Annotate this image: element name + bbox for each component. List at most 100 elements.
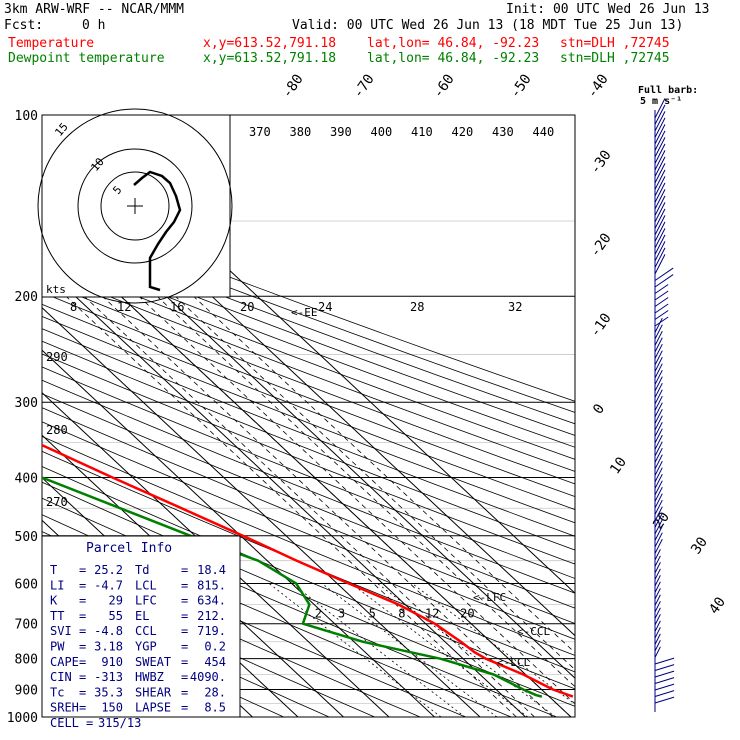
wind-barb (654, 506, 663, 522)
wind-barb (654, 150, 666, 171)
forecast-label: Fcst: (4, 18, 44, 33)
mixing-ratio-line (411, 583, 575, 705)
mixing-ratio-label: 20 (460, 607, 474, 621)
wind-barb (654, 670, 675, 678)
wind-barb (654, 428, 663, 444)
wind-barb (654, 137, 666, 158)
mixing-ratio-label: 3 (338, 607, 345, 621)
isotherm-label: 10 (607, 454, 630, 477)
wind-barb (654, 169, 666, 190)
parcel-eq: = (86, 716, 93, 730)
wind-barb (654, 182, 666, 203)
isotherm-label: -50 (507, 71, 535, 101)
wind-barb (654, 519, 663, 535)
theta-label: 380 (290, 125, 312, 139)
parcel-eq: = (181, 640, 188, 654)
parcel-key: CAPE (50, 655, 79, 669)
wind-barb (654, 454, 663, 470)
wind-barb (654, 614, 661, 626)
moist-adiabat-line (76, 237, 575, 705)
wind-barb (654, 532, 663, 548)
wind-barb (654, 683, 675, 691)
wind-barb (654, 104, 666, 125)
mixing-ratio-line (321, 583, 498, 717)
parcel-value: -313 (94, 670, 123, 684)
wind-barb (654, 234, 666, 255)
wind-barb (654, 421, 663, 437)
isotherm-label: -30 (587, 147, 615, 177)
isotherm-label: -20 (587, 230, 615, 260)
hodograph-axis-label: 32 (508, 300, 522, 314)
parcel-value: 18.4 (197, 563, 226, 577)
moist-adiabat-line (42, 273, 517, 717)
parcel-eq: = (79, 670, 86, 684)
parcel-key: EL (135, 609, 149, 623)
theta-label: 410 (411, 125, 433, 139)
wind-barb (654, 208, 666, 229)
dry-adiabat-line (42, 236, 575, 436)
wind-barb (654, 512, 663, 528)
theta-side-label: 280 (46, 423, 68, 437)
dry-adiabat-line (42, 366, 575, 579)
parcel-eq: = (79, 578, 86, 592)
parcel-value: 8.5 (204, 701, 226, 715)
pressure-tick-label: 200 (15, 290, 38, 305)
dry-adiabat-line (42, 584, 331, 717)
wind-barb (654, 195, 666, 216)
wind-barb (654, 588, 661, 600)
dry-adiabat-line (42, 269, 575, 472)
wind-barb (654, 594, 661, 606)
wind-barb (654, 525, 663, 541)
wind-barb (654, 696, 675, 704)
parcel-value: 0.2 (204, 640, 226, 654)
parcel-key: YGP (135, 640, 157, 654)
dry-adiabat-line (42, 393, 575, 609)
parcel-key: TT (50, 609, 64, 623)
dry-adiabat-line (42, 340, 575, 551)
parcel-eq: = (181, 685, 188, 699)
isotherm-line (42, 264, 527, 717)
wind-barb (654, 549, 661, 561)
parcel-eq: = (181, 594, 188, 608)
temp-station: stn=DLH ,72745 (560, 36, 670, 51)
dry-adiabat-line (42, 215, 575, 413)
parcel-value: 315/13 (98, 716, 141, 730)
wind-barb (654, 460, 663, 476)
parcel-eq: = (79, 594, 86, 608)
parcel-key: K (50, 594, 58, 608)
dry-adiabat-line (42, 257, 575, 460)
mixing-ratio-label: 8 (398, 607, 405, 621)
moist-adiabat-line (94, 237, 575, 688)
isotherm-line (42, 306, 481, 717)
parcel-key: LFC (135, 594, 157, 608)
pressure-tick-label: 1000 (7, 711, 38, 726)
wind-barb (654, 297, 669, 307)
parcel-eq: = (181, 670, 188, 684)
parcel-title: Parcel Info (86, 541, 172, 556)
hodograph-units: kts (46, 283, 66, 296)
wind-barb (654, 303, 669, 314)
parcel-value: 212. (197, 609, 226, 623)
wind-barb (654, 117, 666, 138)
parcel-key: Td (135, 563, 149, 577)
wind-barb (654, 568, 661, 580)
parcel-value: 815. (197, 578, 226, 592)
wind-barb (654, 620, 661, 632)
wind-barb (654, 111, 666, 132)
legend-temperature: Temperature (8, 36, 95, 51)
level-markers: <-EE <-LFC <-CCL <-LCL (291, 306, 550, 669)
barb-legend-speed: 5 m s⁻¹ (640, 96, 682, 107)
wind-barb (654, 640, 661, 652)
hodograph-axis-label: 28 (410, 300, 424, 314)
dew-xy: x,y=613.52,791.18 (203, 51, 337, 66)
wind-barb (654, 633, 661, 645)
wind-barb (654, 130, 666, 151)
dry-adiabat-line (42, 407, 575, 624)
parcel-key: HWBZ (135, 670, 164, 684)
moist-adiabat-line (42, 256, 535, 717)
parcel-panel-frame (41, 535, 241, 718)
dry-adiabat-line (42, 481, 575, 707)
parcel-key: LAPSE (135, 701, 171, 715)
wind-barb (654, 241, 666, 262)
